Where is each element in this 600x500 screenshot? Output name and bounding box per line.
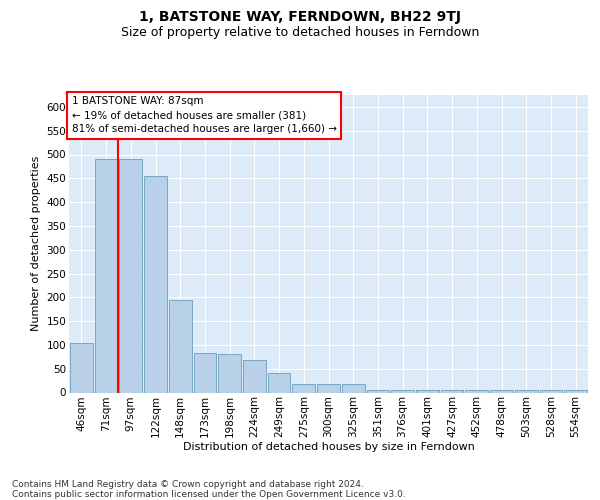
Bar	[194, 353, 216, 393]
Bar	[391, 390, 414, 392]
Bar	[144, 176, 167, 392]
Bar	[292, 384, 315, 392]
Text: Distribution of detached houses by size in Ferndown: Distribution of detached houses by size …	[183, 442, 475, 452]
Bar	[317, 384, 340, 392]
Bar	[515, 390, 538, 392]
Bar	[564, 390, 587, 392]
Bar	[243, 360, 266, 392]
Text: Size of property relative to detached houses in Ferndown: Size of property relative to detached ho…	[121, 26, 479, 39]
Bar	[119, 160, 142, 392]
Bar	[490, 390, 513, 392]
Bar	[441, 390, 463, 392]
Bar	[95, 160, 118, 392]
Bar	[169, 300, 191, 392]
Bar	[268, 374, 290, 392]
Bar	[218, 354, 241, 393]
Y-axis label: Number of detached properties: Number of detached properties	[31, 156, 41, 332]
Bar	[466, 390, 488, 392]
Bar	[367, 390, 389, 392]
Bar	[416, 390, 439, 392]
Text: Contains HM Land Registry data © Crown copyright and database right 2024.
Contai: Contains HM Land Registry data © Crown c…	[12, 480, 406, 499]
Text: 1, BATSTONE WAY, FERNDOWN, BH22 9TJ: 1, BATSTONE WAY, FERNDOWN, BH22 9TJ	[139, 10, 461, 24]
Bar	[539, 390, 562, 392]
Bar	[342, 384, 365, 392]
Bar	[70, 344, 93, 392]
Text: 1 BATSTONE WAY: 87sqm
← 19% of detached houses are smaller (381)
81% of semi-det: 1 BATSTONE WAY: 87sqm ← 19% of detached …	[71, 96, 337, 134]
